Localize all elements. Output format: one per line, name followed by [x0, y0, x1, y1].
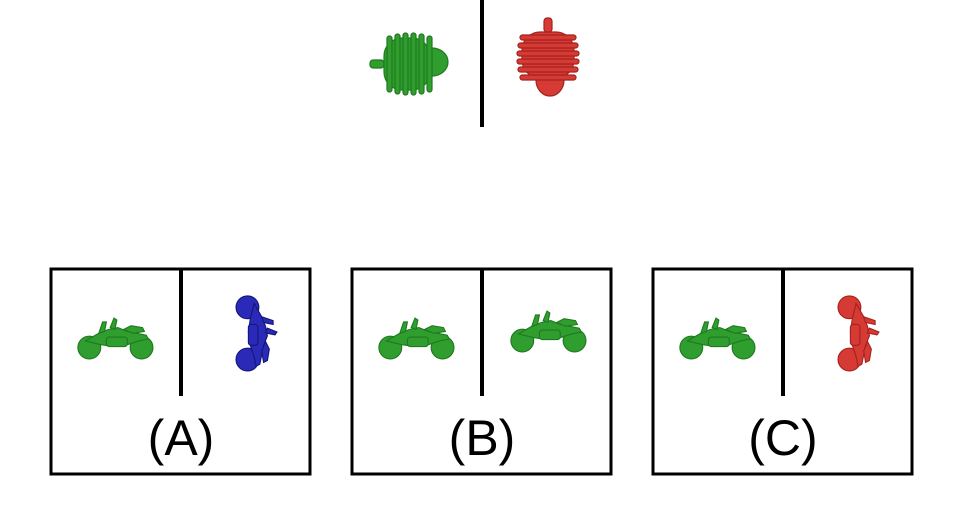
coil-icon — [369, 32, 449, 96]
motorcycle-icon — [510, 310, 587, 353]
option-b[interactable] — [350, 267, 613, 476]
motorcycle-icon — [235, 295, 278, 372]
option-label-a: (A) — [147, 410, 215, 466]
motorcycle-icon — [77, 317, 154, 360]
motorcycle-icon — [378, 317, 455, 360]
option-c[interactable] — [651, 267, 914, 476]
prompt-row — [369, 0, 580, 127]
motorcycle-icon — [679, 317, 756, 360]
option-label-b: (B) — [448, 410, 516, 466]
coil-icon — [516, 17, 580, 97]
option-a[interactable] — [49, 267, 312, 476]
motorcycle-icon — [837, 295, 880, 372]
option-label-c: (C) — [748, 410, 818, 466]
